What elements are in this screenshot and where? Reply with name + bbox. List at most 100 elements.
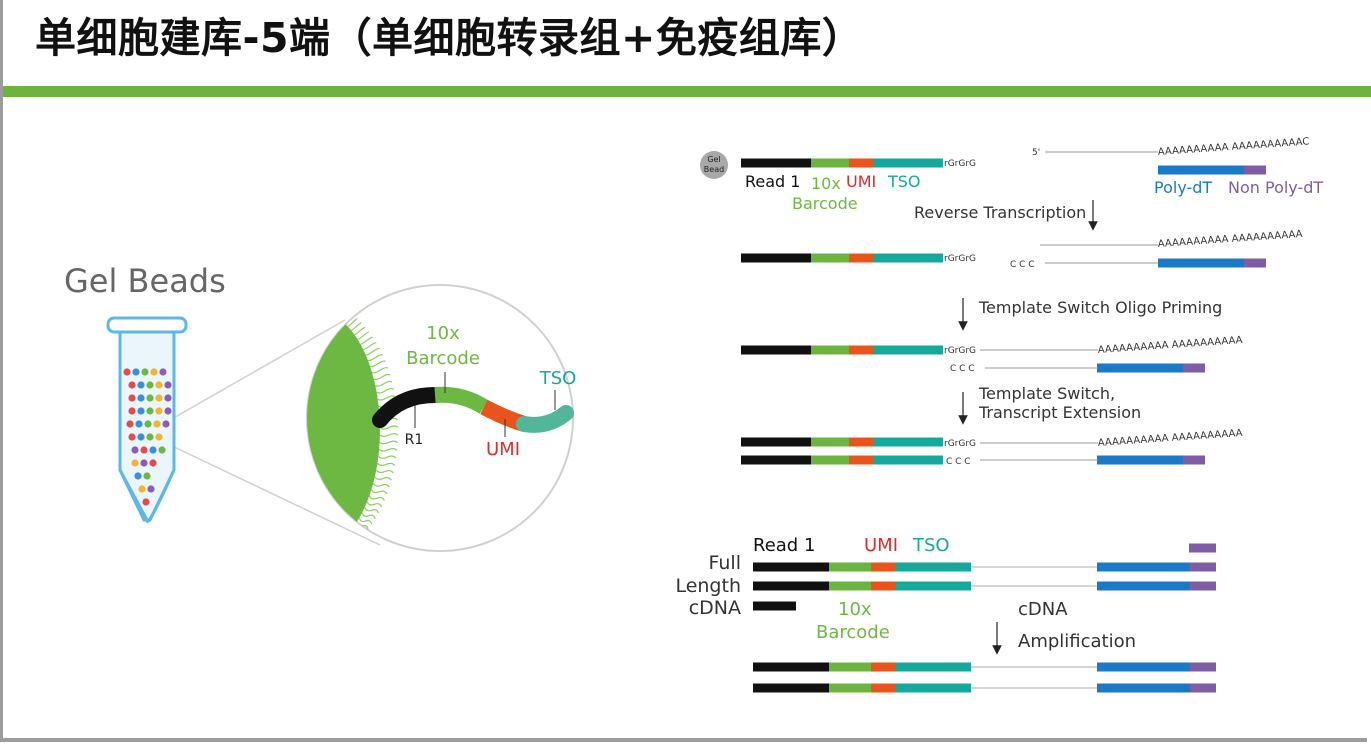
amp-barcode-label: Barcode xyxy=(816,622,890,643)
amp-read1-segment xyxy=(753,562,829,572)
oligo-hair xyxy=(353,326,366,336)
gel-bead-dot xyxy=(137,381,145,389)
poly-dt-segment xyxy=(1158,258,1244,268)
poly-dt-segment xyxy=(1097,363,1183,373)
gel-bead-dot xyxy=(159,368,167,376)
tso-label: TSO xyxy=(539,368,577,389)
barcode-label-word: Barcode xyxy=(406,348,480,369)
amp-length-label: Length xyxy=(675,575,741,597)
oligo-hair xyxy=(362,342,377,350)
gel-bead-dot xyxy=(146,381,154,389)
poly-a-top: AAAAAAAAAA AAAAAAAAAAC xyxy=(1157,136,1309,158)
gel-bead-dot xyxy=(138,485,146,493)
read1-segment xyxy=(741,437,811,447)
oligo-hair xyxy=(368,495,385,501)
amp-tso-segment xyxy=(896,683,971,693)
tso-segment xyxy=(873,437,943,447)
amp-umi-segment xyxy=(871,662,896,672)
slide-title: 单细胞建库-5端（单细胞转录组+免疫组库） xyxy=(35,14,864,62)
gel-bead-dot xyxy=(140,446,148,454)
oligo-hair xyxy=(350,322,362,331)
oligo-hair xyxy=(369,360,386,368)
oligo-hair xyxy=(375,380,393,387)
oligo-hair xyxy=(357,331,370,340)
gel-bead-surface xyxy=(307,310,380,550)
read1-label-top: Read 1 xyxy=(745,172,800,191)
oligo-hair xyxy=(365,348,380,356)
ten-x-label-top: 10x xyxy=(811,174,841,193)
gel-bead-tube xyxy=(106,316,188,523)
amp-poly-dt-segment xyxy=(1097,562,1190,572)
gel-bead-dot xyxy=(132,368,140,376)
umi-label-top: UMI xyxy=(846,172,876,191)
umi-segment xyxy=(849,455,873,465)
gel-bead-dot xyxy=(137,433,145,441)
oligo-hair xyxy=(379,432,399,438)
five-prime-label: 5' xyxy=(1032,148,1040,158)
step-transcript-extension: Transcript Extension xyxy=(978,403,1141,422)
umi-segment xyxy=(849,437,873,447)
amp-umi-segment xyxy=(871,581,896,591)
barcode-segment xyxy=(811,437,849,447)
gel-bead-dot xyxy=(144,420,152,428)
gel-bead-text-line2: Bead xyxy=(704,165,724,174)
oligo-hair xyxy=(367,354,383,362)
tso-segment xyxy=(873,455,943,465)
ccc-row3: C C C xyxy=(950,364,975,374)
gel-bead-dot xyxy=(123,368,131,376)
tso-segment xyxy=(873,253,943,263)
poly-a-row4: AAAAAAAAAA AAAAAAAAAA xyxy=(1097,428,1243,449)
amp-non-poly-dt-top xyxy=(1189,543,1216,553)
poly-dt-label: Poly-dT xyxy=(1154,178,1212,197)
barcode-segment xyxy=(811,455,849,465)
oligo-hair xyxy=(373,373,391,381)
barcode-segment xyxy=(811,158,849,168)
read1-segment xyxy=(741,158,811,168)
rgrgrg-row4: rGrGrG xyxy=(944,439,976,449)
zoom-line-top xyxy=(169,319,346,421)
gel-bead-dot xyxy=(146,407,154,415)
oligo-hair xyxy=(364,507,380,514)
gel-bead-dot xyxy=(128,433,136,441)
tso-label-top: TSO xyxy=(887,172,921,191)
umi-segment xyxy=(849,345,873,355)
r1-label: R1 xyxy=(405,432,424,448)
amp-read1-segment xyxy=(753,581,829,591)
gel-bead-dot xyxy=(134,472,142,480)
rgrgrg-row1: rGrGrG xyxy=(944,159,976,169)
oligo-hair xyxy=(372,482,390,488)
workflow-strands xyxy=(741,158,1266,693)
gel-bead-dot xyxy=(135,420,143,428)
gel-bead-dot xyxy=(162,420,170,428)
oligo-hair xyxy=(371,367,389,374)
amp-non-poly-dt-segment xyxy=(1190,662,1216,672)
gel-bead-dot xyxy=(164,381,172,389)
gel-bead-dot xyxy=(150,368,158,376)
gel-bead-dot xyxy=(137,394,145,402)
gel-bead-dot xyxy=(143,472,151,480)
amp-tso-segment xyxy=(896,662,971,672)
amp-barcode-segment xyxy=(829,683,871,693)
step-reverse-transcription: Reverse Transcription xyxy=(914,203,1086,222)
non-poly-dt-segment xyxy=(1244,165,1266,175)
oligo-hair xyxy=(361,512,376,520)
amp-umi-segment xyxy=(871,683,896,693)
amp-barcode-segment xyxy=(829,662,871,672)
gel-bead-dot xyxy=(155,433,163,441)
oligo-hair xyxy=(379,440,399,445)
amp-barcode-segment xyxy=(829,562,871,572)
gel-bead-dot xyxy=(128,407,136,415)
barcode-label-10x: 10x xyxy=(426,323,460,344)
amp-umi-label: UMI xyxy=(864,535,898,556)
poly-dt-segment xyxy=(1158,165,1244,175)
amp-10x-label: 10x xyxy=(838,599,872,620)
umi-label: UMI xyxy=(486,439,520,460)
amp-full-label: Full xyxy=(709,552,742,574)
oligo-strand xyxy=(372,386,574,433)
gel-bead-dot xyxy=(155,394,163,402)
gel-bead-dot xyxy=(131,446,139,454)
amp-read1-label: Read 1 xyxy=(753,535,815,556)
oligo-hair xyxy=(377,395,396,401)
